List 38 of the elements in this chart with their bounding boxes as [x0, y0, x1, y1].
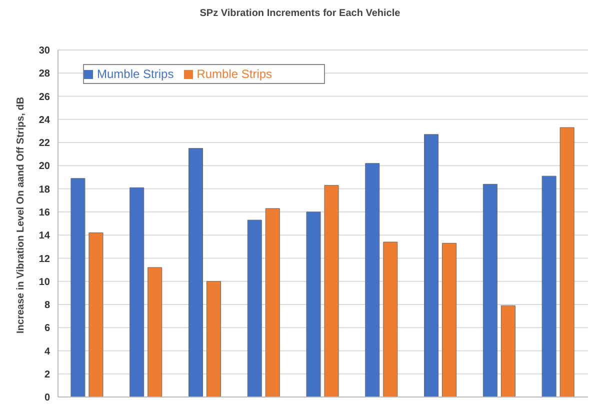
bar [442, 242, 457, 397]
y-tick-label: 12 [38, 254, 50, 265]
y-tick-label: 24 [38, 114, 50, 126]
y-tick-label: 30 [38, 46, 50, 57]
y-tick-label: 18 [38, 184, 50, 196]
y-tick-label: 28 [38, 68, 50, 80]
bar [306, 212, 321, 397]
bar [383, 242, 398, 397]
bar [324, 185, 339, 397]
legend-label: Rumble Strips [196, 67, 272, 81]
y-tick-label: 8 [44, 300, 50, 312]
bar [70, 178, 86, 397]
y-tick-label: 14 [38, 230, 50, 242]
bar [188, 148, 203, 397]
y-axis-title: Increase in Vibration Level On aand Off Strips, dB [16, 96, 27, 334]
y-tick-label: 2 [44, 369, 50, 380]
y-tick-label: 10 [38, 276, 50, 288]
bar [542, 176, 556, 397]
bar [265, 208, 280, 397]
y-tick-label: 26 [38, 92, 50, 103]
bar [424, 134, 439, 397]
y-tick-label: 20 [38, 161, 50, 172]
bar [130, 187, 144, 397]
y-tick-label: 22 [38, 138, 50, 150]
y-tick-label: 16 [38, 207, 50, 218]
bar [365, 163, 380, 397]
chart-title: SPz Vibration Increments for Each Vehicle [198, 8, 402, 21]
bar [148, 267, 162, 397]
bar [560, 127, 574, 397]
bar [206, 281, 221, 397]
y-tick-label: 6 [44, 323, 50, 334]
bar [88, 232, 104, 397]
bar [500, 305, 516, 397]
bar [482, 184, 498, 397]
legend-label: Mumble Strips [97, 67, 174, 81]
bar [247, 220, 262, 397]
y-tick-label: 4 [44, 346, 50, 358]
y-tick-label: 0 [44, 392, 50, 404]
